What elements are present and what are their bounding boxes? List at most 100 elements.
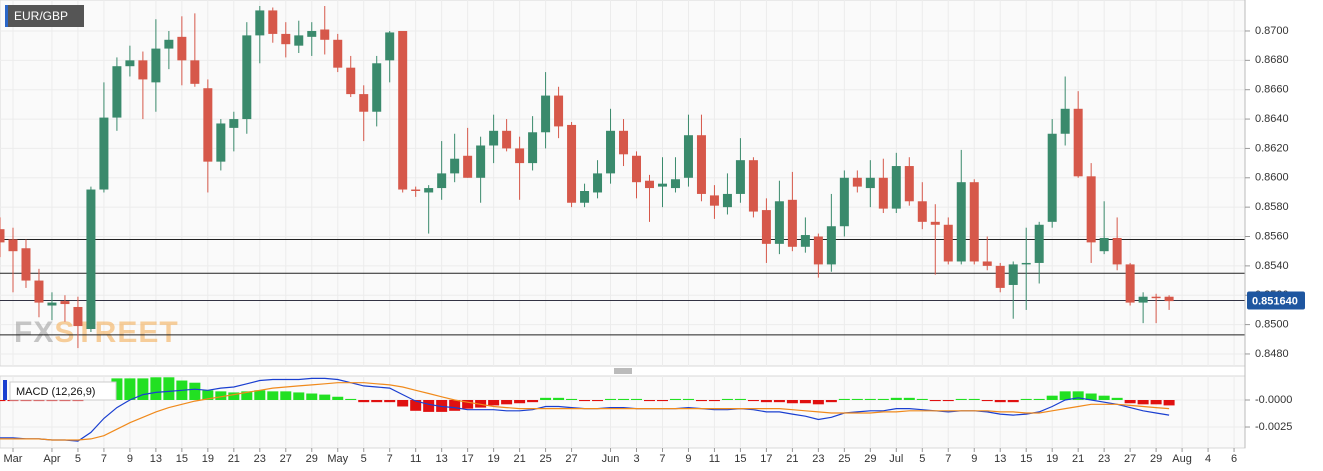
x-tick-label: May (327, 453, 348, 465)
x-tick-label: 21 (513, 453, 525, 465)
candle-body (177, 36, 187, 61)
x-tick-label: 7 (387, 453, 393, 465)
candle-body (761, 210, 771, 244)
candle-body (437, 173, 447, 189)
candle-body (21, 248, 31, 281)
histogram-bar (812, 400, 824, 405)
histogram-bar (605, 398, 617, 400)
histogram-bar (1150, 400, 1162, 405)
histogram-bar (942, 400, 954, 402)
candle-body (203, 88, 213, 162)
candle-body (372, 63, 382, 112)
histogram-bar (293, 392, 305, 400)
histogram-bar (968, 398, 980, 400)
histogram-bar (1007, 400, 1019, 403)
histogram-bar (410, 400, 422, 411)
candle-body (982, 261, 992, 266)
histogram-bar (488, 400, 500, 406)
histogram-bar (644, 400, 655, 402)
histogram-bar (306, 393, 318, 400)
chart-title: EUR/GBP (14, 9, 68, 23)
watermark-fx: FX (14, 316, 54, 349)
candle-body (554, 95, 564, 127)
histogram-bar (553, 397, 565, 400)
histogram-bar (708, 400, 720, 402)
candle-body (930, 221, 940, 225)
y-tick-label: 0.8640 (1255, 113, 1289, 125)
x-tick-label: 7 (101, 453, 107, 465)
x-tick-label: 29 (864, 453, 876, 465)
candle-body (450, 158, 460, 174)
candle-body (1112, 237, 1122, 265)
y-tick-label: 0.8540 (1255, 260, 1289, 272)
x-tick-label: 15 (1020, 453, 1032, 465)
histogram-bar (981, 400, 993, 402)
last-price-box (1247, 291, 1305, 310)
candle-body (878, 177, 888, 209)
x-tick-label: 27 (280, 453, 292, 465)
histogram-bar (267, 391, 279, 400)
histogram-bar (929, 400, 941, 402)
y-tick-label: -0.0000 (1255, 394, 1292, 406)
histogram-bar (592, 400, 604, 402)
x-tick-label: 25 (838, 453, 850, 465)
candle-body (164, 39, 174, 49)
candle-body (1073, 108, 1083, 177)
y-tick-label: 0.8700 (1255, 25, 1289, 37)
x-tick-label: 19 (1046, 453, 1058, 465)
y-tick-label: 0.8580 (1255, 201, 1289, 213)
x-tick-label: Mar (4, 453, 23, 465)
candle-body (567, 124, 577, 203)
candle-body (1125, 264, 1135, 303)
histogram-bar (579, 400, 591, 402)
candle-body (748, 160, 758, 212)
candle-body (969, 182, 979, 262)
candle-body (670, 179, 680, 189)
y-tick-label: -0.0025 (1255, 421, 1292, 433)
title-box: EUR/GBP (5, 5, 84, 27)
candle-body (411, 189, 421, 192)
histogram-bar (319, 394, 331, 400)
histogram-bar (280, 391, 292, 400)
candle-body (852, 177, 862, 187)
histogram-bar (1098, 395, 1110, 400)
histogram-bar (501, 400, 513, 405)
candle-body (1060, 108, 1070, 134)
macd-line (0, 382, 1170, 441)
x-tick-label: 13 (436, 453, 448, 465)
x-tick-label: 9 (971, 453, 977, 465)
histogram-bar (955, 398, 967, 400)
y-tick-label: 0.8500 (1255, 319, 1289, 331)
x-tick-label: 5 (75, 453, 81, 465)
histogram-bar (903, 397, 915, 400)
candle-body (1047, 133, 1057, 222)
histogram-bar (656, 400, 668, 402)
histogram-bar (916, 398, 928, 400)
x-tick-label: 23 (1098, 453, 1110, 465)
candle-body (34, 280, 44, 303)
histogram-bar (669, 398, 681, 400)
x-tick-label: 7 (945, 453, 951, 465)
macd-title: MACD (12,26,9) (16, 386, 95, 398)
candle-body (891, 166, 901, 209)
histogram-bar (864, 398, 876, 400)
candle-body (580, 191, 590, 203)
histogram-bar (1020, 398, 1032, 400)
candle-body (1086, 176, 1096, 243)
histogram-bar (838, 398, 850, 400)
histogram-bar (189, 382, 201, 400)
marks (0, 6, 1245, 442)
histogram-bar (254, 390, 266, 400)
histogram-bar (332, 396, 344, 400)
candle-body (709, 195, 719, 206)
histogram-bar (1059, 391, 1071, 400)
histogram-bar (799, 400, 811, 404)
watermark-street: STREET (54, 316, 178, 349)
candle-body (1008, 264, 1018, 285)
candle-body (826, 226, 836, 265)
candle-body (606, 130, 616, 174)
candle-body (904, 166, 914, 202)
histogram-bar (1085, 393, 1097, 400)
candle-body (281, 33, 291, 45)
